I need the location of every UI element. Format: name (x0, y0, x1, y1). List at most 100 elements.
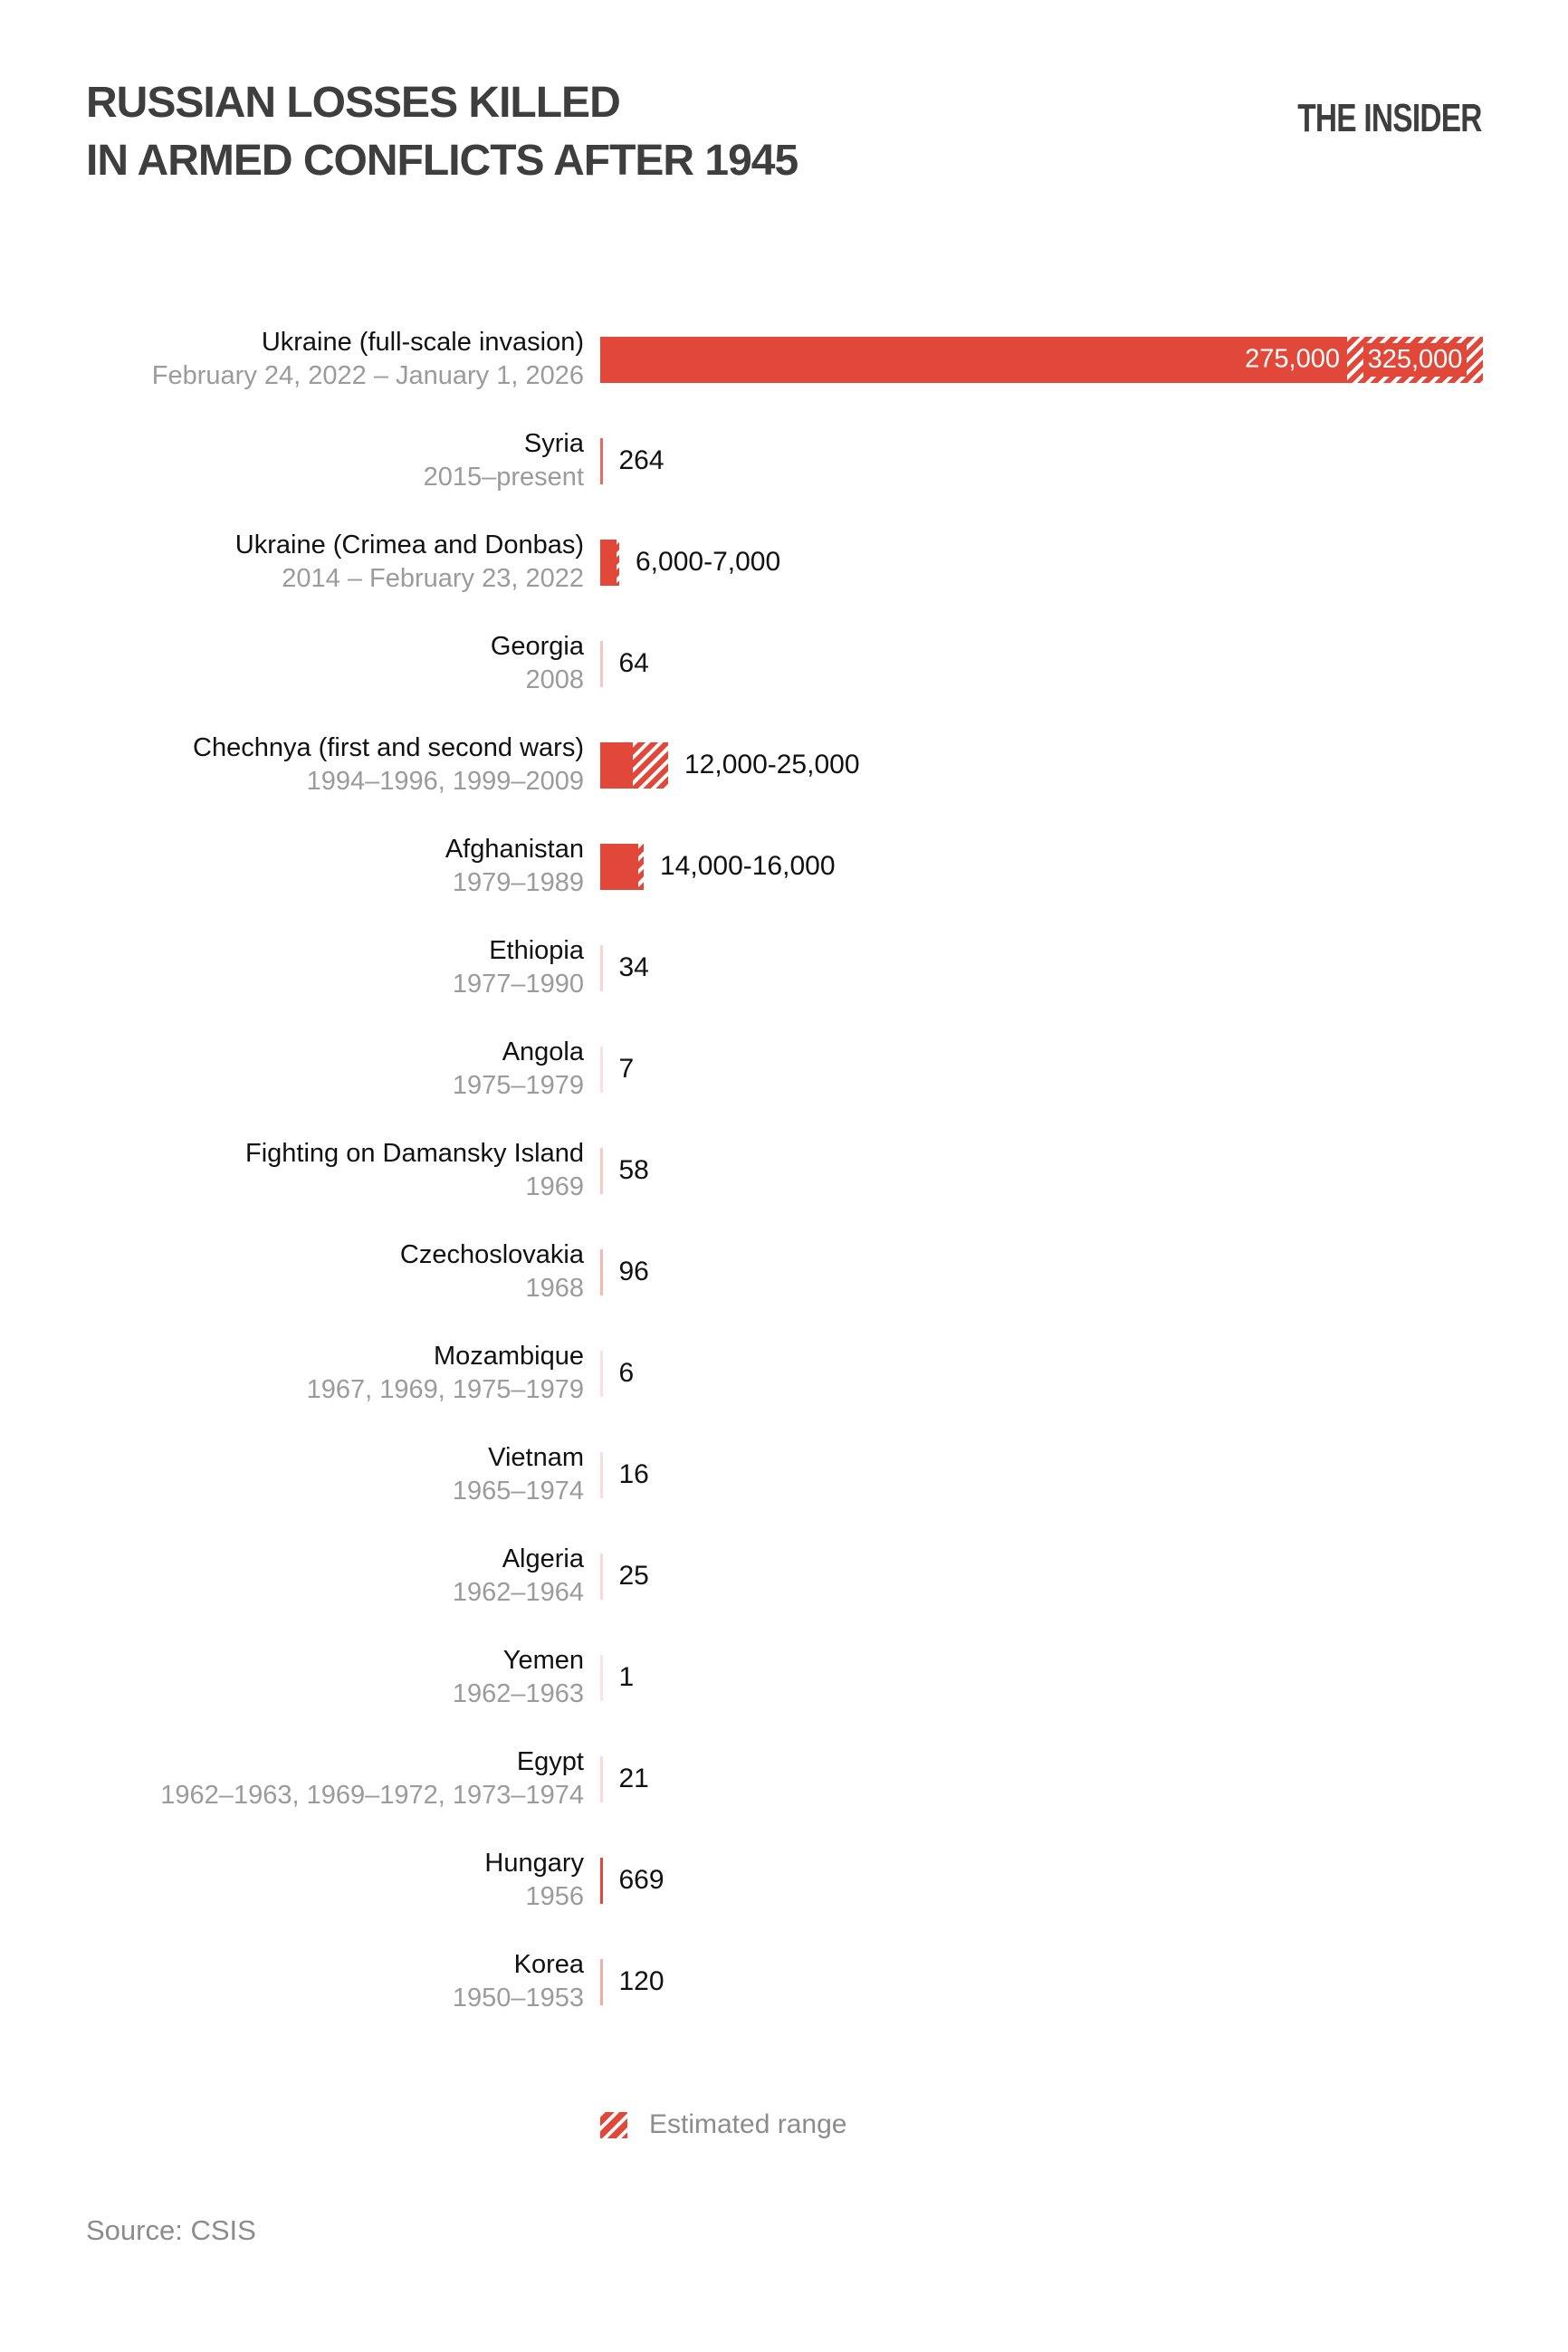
chart-row: Korea 1950–1953 120 (0, 1931, 1568, 2032)
bar-zone: 34 (600, 944, 649, 991)
bar-solid-segment (600, 741, 633, 789)
bar (600, 1654, 603, 1701)
row-label-block: Chechnya (first and second wars) 1994–19… (0, 731, 584, 798)
bar-value-label: 669 (618, 1865, 664, 1895)
bar (600, 1451, 603, 1498)
row-label-block: Egypt 1962–1963, 1969–1972, 1973–1974 (0, 1745, 584, 1812)
row-label-block: Ethiopia 1977–1990 (0, 934, 584, 1001)
bar-solid-segment (600, 640, 603, 687)
bar-value-label: 14,000-16,000 (660, 851, 836, 881)
conflict-label: Angola (502, 1037, 584, 1066)
bar (600, 843, 644, 890)
chart-row: Vietnam 1965–1974 16 (0, 1424, 1568, 1525)
bar-solid-segment (600, 539, 617, 586)
period-label: February 24, 2022 – January 1, 2026 (151, 361, 584, 390)
row-label-block: Fighting on Damansky Island 1969 (0, 1137, 584, 1204)
bar (600, 944, 603, 991)
chart-row: Afghanistan 1979–1989 14,000-16,000 (0, 816, 1568, 917)
period-label: 2014 – February 23, 2022 (282, 564, 584, 593)
chart-row: Ukraine (Crimea and Donbas) 2014 – Febru… (0, 512, 1568, 613)
period-label: 1977–1990 (452, 970, 584, 999)
bar-estimated-range-segment (617, 539, 619, 586)
period-label: 2008 (525, 665, 584, 694)
row-label-block: Hungary 1956 (0, 1847, 584, 1914)
bar (600, 539, 619, 586)
conflict-label: Hungary (484, 1849, 584, 1878)
bar (600, 640, 603, 687)
bar-zone: 64 (600, 640, 649, 687)
bar-value-label: 96 (618, 1257, 649, 1286)
bar-zone: 7 (600, 1046, 635, 1093)
bar-zone: 14,000-16,000 (600, 843, 836, 890)
bar-value-label: 7 (618, 1054, 635, 1084)
page-title: RUSSIAN LOSSES KILLED IN ARMED CONFLICTS… (86, 74, 798, 190)
bar (600, 1147, 603, 1194)
row-label-block: Ukraine (Crimea and Donbas) 2014 – Febru… (0, 529, 584, 596)
period-label: 1979–1989 (452, 868, 584, 897)
bar-solid-segment (600, 1553, 603, 1600)
period-label: 1967, 1969, 1975–1979 (306, 1375, 584, 1404)
bar-estimated-range-segment (633, 741, 668, 789)
period-label: 1969 (525, 1172, 584, 1201)
bar (600, 1553, 603, 1600)
row-label-block: Yemen 1962–1963 (0, 1644, 584, 1711)
bar-inside-high-value: 325,000 (1362, 342, 1468, 377)
chart-row: Syria 2015–present 264 (0, 410, 1568, 512)
conflict-label: Ethiopia (489, 936, 584, 965)
bar-zone: 21 (600, 1755, 649, 1802)
bar-inside-low-value: 275,000 (1245, 344, 1340, 374)
row-label-block: Ukraine (full-scale invasion) February 2… (0, 326, 584, 393)
bar-value-label: 16 (618, 1459, 649, 1489)
bar-value-label: 6 (618, 1358, 635, 1388)
conflict-label: Chechnya (first and second wars) (193, 733, 584, 762)
estimated-range-hatch-icon (600, 2111, 627, 2138)
bar-zone: 1 (600, 1654, 635, 1701)
chart-row: Algeria 1962–1964 25 (0, 1525, 1568, 1627)
bar-solid-segment (600, 1451, 603, 1498)
chart-row: Mozambique 1967, 1969, 1975–1979 6 (0, 1323, 1568, 1424)
bar-value-label: 12,000-25,000 (684, 750, 860, 779)
bar (600, 1857, 603, 1904)
period-label: 1962–1964 (452, 1578, 584, 1607)
bar-solid-segment (600, 1654, 603, 1701)
bar-solid-segment (600, 1248, 603, 1296)
bar-zone: 58 (600, 1147, 649, 1194)
bar-solid-segment (600, 1958, 603, 2005)
bar-zone: 6 (600, 1350, 635, 1397)
bar-zone: 264 (600, 437, 664, 484)
bar-value-label: 1 (618, 1662, 635, 1692)
period-label: 1962–1963, 1969–1972, 1973–1974 (160, 1781, 584, 1810)
bar-value-label: 120 (618, 1966, 664, 1996)
bar (600, 1958, 603, 2005)
conflict-label: Czechoslovakia (399, 1240, 584, 1269)
bar-chart: Ukraine (full-scale invasion) February 2… (0, 309, 1568, 2032)
bar-value-label: 25 (618, 1561, 649, 1591)
chart-row: Egypt 1962–1963, 1969–1972, 1973–1974 21 (0, 1728, 1568, 1830)
conflict-label: Korea (513, 1950, 584, 1979)
bar-zone: 120 (600, 1958, 664, 2005)
bar-value-label: 34 (618, 952, 649, 982)
period-label: 1994–1996, 1999–2009 (306, 767, 584, 796)
conflict-label: Ukraine (Crimea and Donbas) (234, 531, 584, 559)
period-label: 1962–1963 (452, 1679, 584, 1708)
source-credit: Source: CSIS (86, 2214, 256, 2246)
row-label-block: Algeria 1962–1964 (0, 1543, 584, 1610)
bar-estimated-range-segment (638, 843, 644, 890)
bar-zone: 12,000-25,000 (600, 741, 860, 789)
publisher-logo: THE INSIDER (1297, 96, 1483, 140)
chart-row: Fighting on Damansky Island 1969 58 (0, 1120, 1568, 1221)
bar-value-label: 264 (618, 445, 664, 475)
bar (600, 437, 603, 484)
bar-zone: 16 (600, 1451, 649, 1498)
row-label-block: Afghanistan 1979–1989 (0, 833, 584, 900)
conflict-label: Fighting on Damansky Island (245, 1139, 584, 1168)
title-line-1: RUSSIAN LOSSES KILLED (86, 79, 621, 127)
conflict-label: Yemen (502, 1646, 584, 1675)
row-label-block: Mozambique 1967, 1969, 1975–1979 (0, 1340, 584, 1407)
row-label-block: Georgia 2008 (0, 630, 584, 697)
bar-solid-segment (600, 1046, 603, 1093)
row-label-block: Korea 1950–1953 (0, 1948, 584, 2015)
chart-row: Ukraine (full-scale invasion) February 2… (0, 309, 1568, 410)
bar-solid-segment: 275,000 (600, 336, 1347, 383)
